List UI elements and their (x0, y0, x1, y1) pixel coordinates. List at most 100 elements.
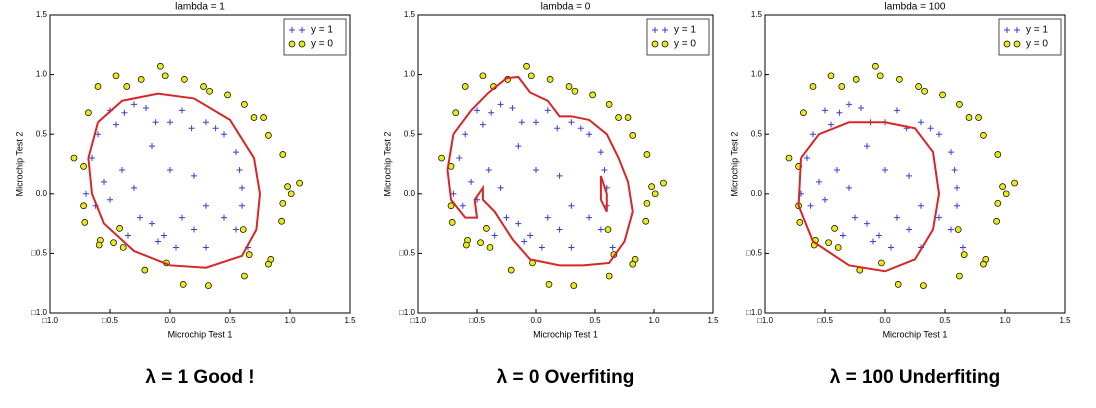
point (936, 214, 942, 221)
plot-area (49, 14, 351, 314)
point (161, 72, 169, 80)
point (491, 232, 498, 239)
point (896, 76, 903, 83)
point (936, 131, 942, 138)
point (161, 232, 167, 239)
point (810, 131, 816, 138)
point (206, 87, 213, 95)
point (70, 154, 78, 162)
point (179, 107, 185, 114)
panel: lambda = 1 Microchip Test 1 Microchip Test… (14, 2, 356, 388)
y-tick-label: 1.5 (751, 10, 763, 19)
y-tick-label: 0.0 (36, 189, 48, 198)
point (179, 214, 185, 221)
point (167, 166, 173, 173)
point (804, 155, 810, 162)
point (497, 101, 504, 108)
point (463, 241, 470, 249)
point (137, 214, 143, 221)
y-tick-label: 1.0 (751, 70, 763, 79)
point (110, 239, 117, 247)
point (95, 131, 101, 138)
legend-marker (1014, 27, 1020, 33)
legend-label: y = 0 (674, 39, 696, 50)
point (448, 219, 456, 226)
point (927, 125, 934, 132)
point (994, 151, 1002, 158)
point (629, 132, 637, 139)
point (191, 226, 197, 233)
point (521, 238, 528, 245)
point (137, 76, 145, 83)
point (149, 143, 155, 150)
point (236, 166, 243, 173)
point (450, 190, 457, 197)
point (94, 83, 102, 90)
point (965, 114, 973, 121)
legend-marker (1013, 40, 1021, 48)
point (586, 131, 593, 138)
x-tick-label: □1.0 (42, 316, 59, 325)
legend-marker (662, 27, 668, 33)
point (485, 166, 492, 173)
point (800, 109, 807, 117)
point (203, 119, 209, 126)
point (119, 244, 127, 251)
y-tick-label: 0.5 (36, 129, 48, 138)
point (181, 76, 188, 83)
point (960, 251, 968, 258)
plot-area (417, 14, 714, 314)
point (870, 238, 876, 245)
point (894, 107, 900, 114)
point (882, 166, 888, 173)
point (279, 199, 287, 207)
point (643, 151, 651, 158)
legend-box (283, 18, 347, 56)
point (107, 196, 113, 203)
point (452, 109, 460, 117)
point (188, 125, 195, 132)
legend-marker (289, 27, 295, 33)
point (203, 244, 209, 251)
legend-box (646, 18, 710, 56)
point (80, 202, 87, 210)
point (279, 151, 287, 158)
point (906, 226, 912, 233)
decision-boundary (797, 121, 941, 273)
point (960, 244, 966, 251)
x-tick-label: 1.5 (1059, 316, 1071, 325)
point (648, 183, 655, 190)
x-tick-label: □1.0 (410, 316, 427, 325)
point (479, 121, 486, 128)
point (888, 244, 894, 251)
caption: λ = 100 Underfiting (830, 367, 1001, 388)
y-tick-label: 1.5 (404, 10, 416, 19)
point (116, 225, 123, 232)
point (1011, 179, 1018, 187)
point (577, 125, 584, 132)
point (143, 104, 149, 111)
point (89, 155, 95, 162)
point (141, 266, 149, 274)
legend-marker (298, 40, 306, 48)
point (477, 239, 484, 247)
y-tick-label: □0.5 (31, 249, 48, 258)
y-tick-label: □1.0 (399, 308, 416, 317)
point (827, 72, 835, 80)
point (604, 226, 612, 233)
point (245, 251, 253, 258)
point (149, 220, 155, 227)
point (515, 143, 522, 150)
point (948, 226, 954, 233)
y-tick-label: 1.0 (36, 70, 48, 79)
point (233, 149, 239, 156)
x-tick-label: 0.5 (589, 316, 601, 325)
x-tick-label: 0.0 (879, 316, 891, 325)
plot-area (764, 14, 1066, 314)
legend-label: y = 1 (311, 25, 333, 36)
point (468, 178, 475, 185)
point (825, 239, 832, 247)
x-axis-label: Microchip Test 1 (168, 329, 233, 339)
point (515, 220, 522, 227)
x-tick-label: 0.0 (164, 316, 176, 325)
